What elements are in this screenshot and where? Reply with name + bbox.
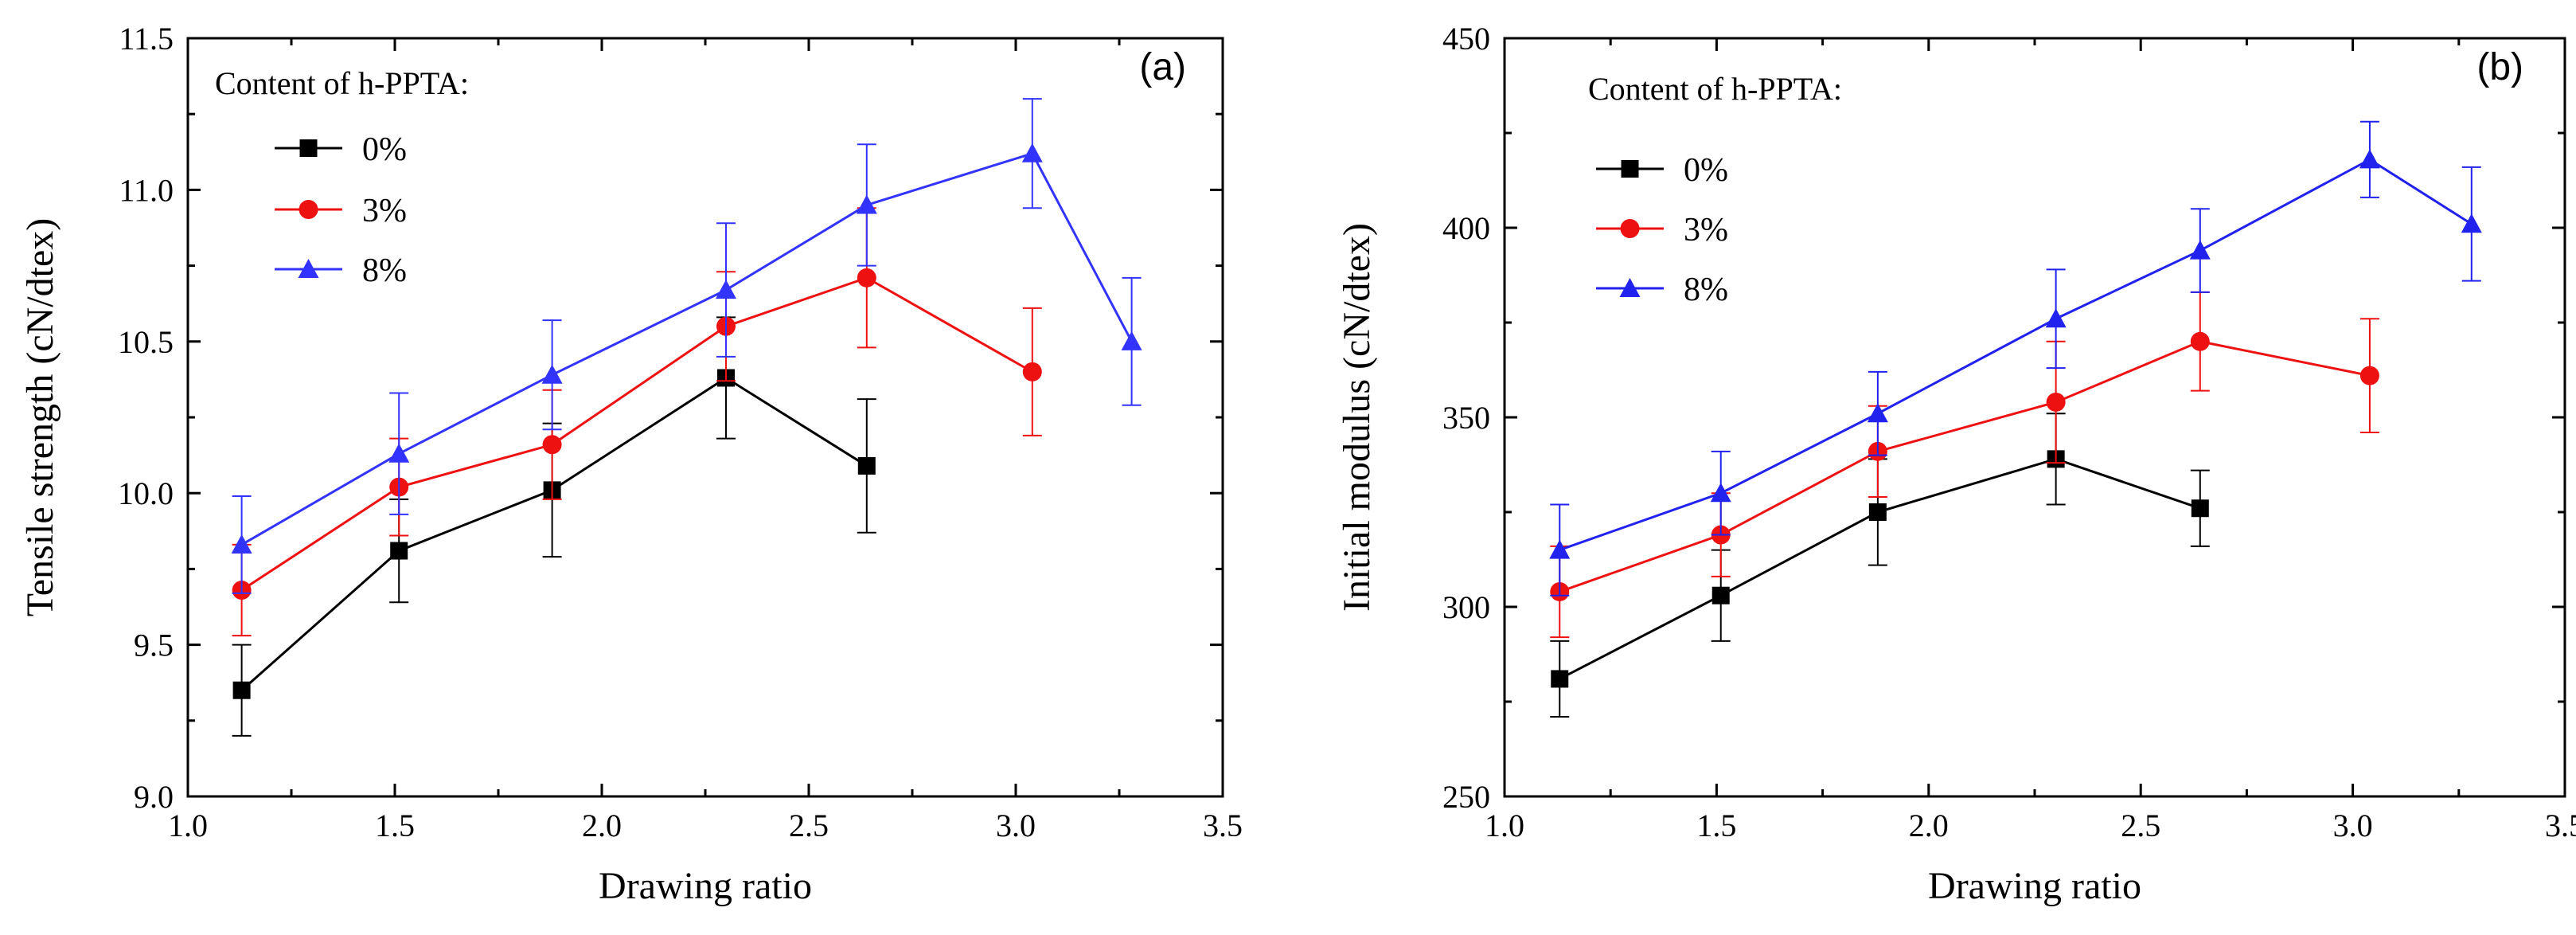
data-point — [1121, 331, 1142, 350]
legend-entry-label: 8% — [362, 252, 407, 289]
series-3pct — [1550, 291, 2379, 639]
panel-label: (a) — [1139, 46, 1186, 88]
data-point — [1868, 503, 1887, 521]
x-tick-label: 2.5 — [2121, 808, 2160, 843]
x-tick-label: 3.0 — [2333, 808, 2373, 843]
x-tick-label: 3.5 — [1203, 808, 1243, 843]
y-tick-label: 11.5 — [119, 21, 174, 57]
data-point — [541, 364, 563, 384]
legend: Content of h-PPTA: 0% 3% 8% — [1588, 71, 1842, 308]
legend-swatch-marker — [1621, 160, 1639, 178]
y-axis-title: Tensile strength (cN/dtex) — [19, 218, 61, 616]
data-point — [232, 681, 251, 699]
data-point — [390, 542, 408, 560]
x-axis-title: Drawing ratio — [599, 865, 812, 907]
y-tick-label: 11.0 — [119, 172, 174, 208]
data-point — [1867, 403, 1888, 423]
chart-panel-1: 1.0 1.5 2.0 2.5 3.0 3.5 9.0 9.5 10.0 10.5 11.0 11.5… — [19, 21, 1243, 907]
data-point — [1551, 670, 1569, 688]
data-point — [231, 534, 252, 554]
chart-panel-2: 1.0 1.5 2.0 2.5 3.0 3.5 250 300 350 400 450 Drawing… — [1336, 21, 2576, 907]
legend-title: Content of h-PPTA: — [215, 65, 469, 101]
series-8pct — [1549, 120, 2482, 597]
y-tick-label: 250 — [1442, 779, 1490, 815]
data-point — [2190, 331, 2210, 351]
data-point — [542, 435, 562, 455]
x-tick-label: 1.0 — [168, 808, 208, 843]
data-point — [1021, 143, 1043, 162]
data-point — [1022, 362, 1042, 381]
y-axis-title: Initial modulus (cN/dtex) — [1336, 223, 1378, 612]
y-tick-label: 350 — [1442, 400, 1490, 436]
data-point — [857, 456, 876, 475]
data-point — [388, 443, 410, 463]
x-tick-label: 3.0 — [996, 808, 1036, 843]
data-point — [716, 280, 736, 299]
legend-entry-label: 3% — [362, 193, 407, 229]
series-line — [1559, 457, 2201, 680]
legend: Content of h-PPTA: 0% 3% 8% — [215, 65, 469, 289]
legend-entry-label: 8% — [1684, 272, 1728, 308]
data-point — [1549, 539, 1571, 559]
legend-swatch-marker — [1620, 219, 1640, 238]
data-point — [2045, 308, 2067, 328]
legend-swatch-marker — [1619, 278, 1641, 298]
legend-title: Content of h-PPTA: — [1588, 71, 1842, 107]
plot-frame — [186, 37, 1224, 798]
series-line — [1559, 340, 2371, 593]
data-point — [2189, 240, 2211, 260]
data-point — [2461, 213, 2482, 233]
y-tick-label: 10.0 — [118, 475, 174, 511]
x-tick-label: 1.5 — [1696, 808, 1736, 843]
x-tick-label: 2.0 — [582, 808, 622, 843]
y-tick-label: 400 — [1442, 210, 1490, 246]
x-tick-label: 1.5 — [375, 808, 415, 843]
series-line — [240, 376, 868, 691]
x-tick-label: 2.0 — [1909, 808, 1949, 843]
data-point — [2191, 499, 2209, 518]
series-line — [240, 276, 1033, 592]
plot-frame — [1503, 37, 2566, 798]
data-point — [2359, 149, 2380, 169]
y-tick-label: 300 — [1442, 589, 1490, 625]
x-tick-label: 1.0 — [1485, 808, 1524, 843]
legend-entry-label: 0% — [362, 131, 407, 168]
x-tick-label: 2.5 — [789, 808, 829, 843]
x-tick-label: 3.5 — [2545, 808, 2576, 843]
data-point — [1711, 586, 1730, 604]
panel-label: (b) — [2476, 46, 2523, 88]
legend-swatch-marker — [299, 200, 318, 219]
x-axis-title: Drawing ratio — [1928, 865, 2141, 907]
series-3pct — [232, 207, 1042, 637]
legend-swatch-marker — [298, 259, 319, 279]
data-point — [856, 194, 877, 214]
legend-entry-label: 3% — [1684, 212, 1728, 248]
legend-swatch-marker — [299, 139, 318, 157]
y-tick-label: 9.0 — [134, 779, 174, 815]
data-point — [857, 268, 876, 288]
data-point — [2046, 392, 2066, 412]
legend-entry-label: 0% — [1684, 152, 1728, 189]
series-8pct — [231, 98, 1142, 594]
data-point — [1710, 483, 1731, 503]
y-tick-label: 9.5 — [134, 628, 174, 663]
y-tick-label: 10.5 — [118, 324, 174, 360]
data-point — [2359, 366, 2379, 385]
y-tick-label: 450 — [1442, 21, 1490, 57]
